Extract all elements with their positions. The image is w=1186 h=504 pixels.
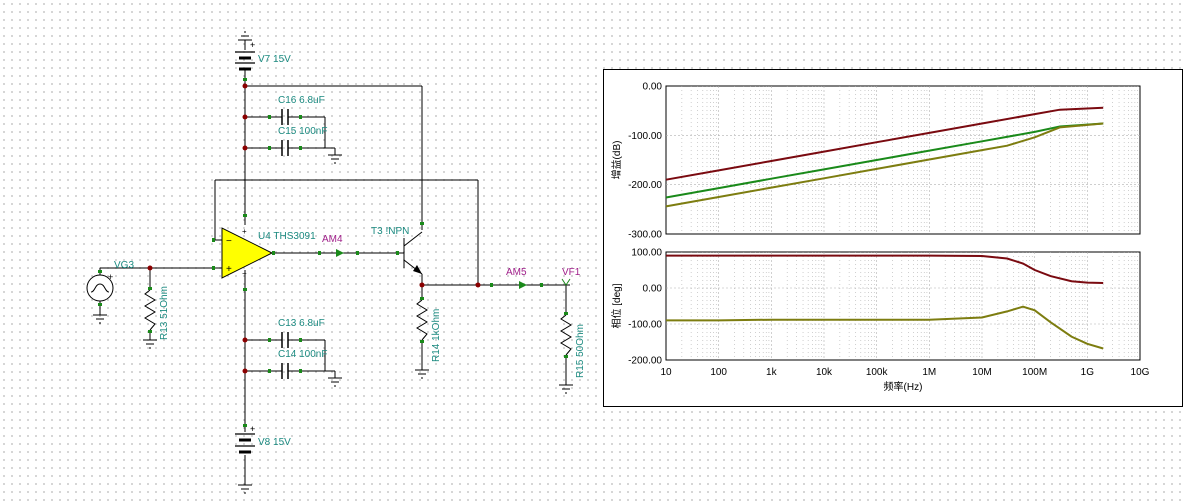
c13-label: C13 6.8uF [278,318,325,329]
opamp-vplus-pin: + [242,227,247,236]
vf1-probe-icon [561,278,571,286]
y-axis-label: 增益(dB) [610,141,623,180]
resistor-icons [144,289,572,356]
pin-markers [98,78,568,427]
series-line [665,106,1104,181]
v8-plus-sign: + [250,424,255,434]
opamp-minus-label: − [226,236,232,247]
v7-plus-sign: + [250,40,255,50]
capacitor-icons [270,109,300,379]
series-line [666,254,1104,284]
x-tick-label: 10M [972,367,991,378]
opamp-vminus-pin: − [242,269,247,278]
x-tick-label: 100k [866,367,889,378]
x-tick-label: 10k [816,367,833,378]
opamp-plus-label: + [226,264,232,275]
c15-label: C15 100nF [278,126,327,137]
ground-symbols [93,31,573,494]
y-tick-label: 0.00 [643,82,663,93]
u4-label: U4 THS3091 [258,231,316,242]
junction-nodes [147,83,481,374]
x-tick-label: 1M [922,367,936,378]
c16-label: C16 6.8uF [278,95,325,106]
am4-label: AM4 [322,234,343,245]
v7-label: V7 15V [258,54,291,65]
plot-frame [665,251,1141,361]
bode-plot-window: 0.00 -100.00 -200.00 -300.00 增益(dB) 100.00 0.… [603,69,1183,407]
vf1-label: VF1 [562,267,581,278]
y-tick-label: 0.00 [643,284,663,295]
y-tick-label: -300.00 [628,230,662,241]
y-tick-label: -100.00 [628,320,662,331]
battery-v8-icon [235,433,255,454]
y-tick-label: -200.00 [628,356,662,367]
x-tick-label: 1G [1081,367,1095,378]
am5-label: AM5 [506,267,527,278]
y-tick-label: 100.00 [631,248,662,259]
x-tick-label: 10 [660,367,672,378]
r15-label: R15 50Ohm [575,324,586,378]
x-tick-label: 10G [1131,367,1150,378]
c14-label: C14 100nF [278,349,327,360]
r14-label: R14 1kOhm [431,309,442,362]
vg3-plus-sign: + [108,272,113,282]
x-axis-label: 频率(Hz) [884,380,923,393]
x-tick-label: 100 [710,367,727,378]
x-tick-label: 100M [1022,367,1047,378]
battery-v7-icon [235,51,255,71]
plot-frame [665,85,1141,235]
npn-transistor-icon [413,265,422,274]
series-line [666,305,1104,350]
opamp-icon [221,227,274,279]
wires [99,40,570,485]
vg3-label: VG3 [114,260,134,271]
y-tick-label: -100.00 [628,131,662,142]
y-tick-label: -200.00 [628,180,662,191]
signal-generator-icon [86,274,114,302]
t3-label: T3 !NPN [371,226,409,237]
x-tick-label: 1k [766,367,778,378]
series-line [665,122,1104,208]
circuit-schematic: V7 15V + C16 6.8uF C15 100nF U4 THS3091 … [86,31,586,494]
series-line [665,122,1104,199]
r13-label: R13 51Ohm [159,286,170,340]
y-axis-label: 相位 [deg] [610,283,623,328]
ammeter-arrows [336,249,527,289]
phase-plot: 100.00 0.00 -100.00 -200.00 相位 [deg] 10 100 1k 1… [610,248,1150,394]
v8-label: V8 15V [258,437,291,448]
gain-plot: 0.00 -100.00 -200.00 -300.00 增益(dB) [610,82,1141,241]
